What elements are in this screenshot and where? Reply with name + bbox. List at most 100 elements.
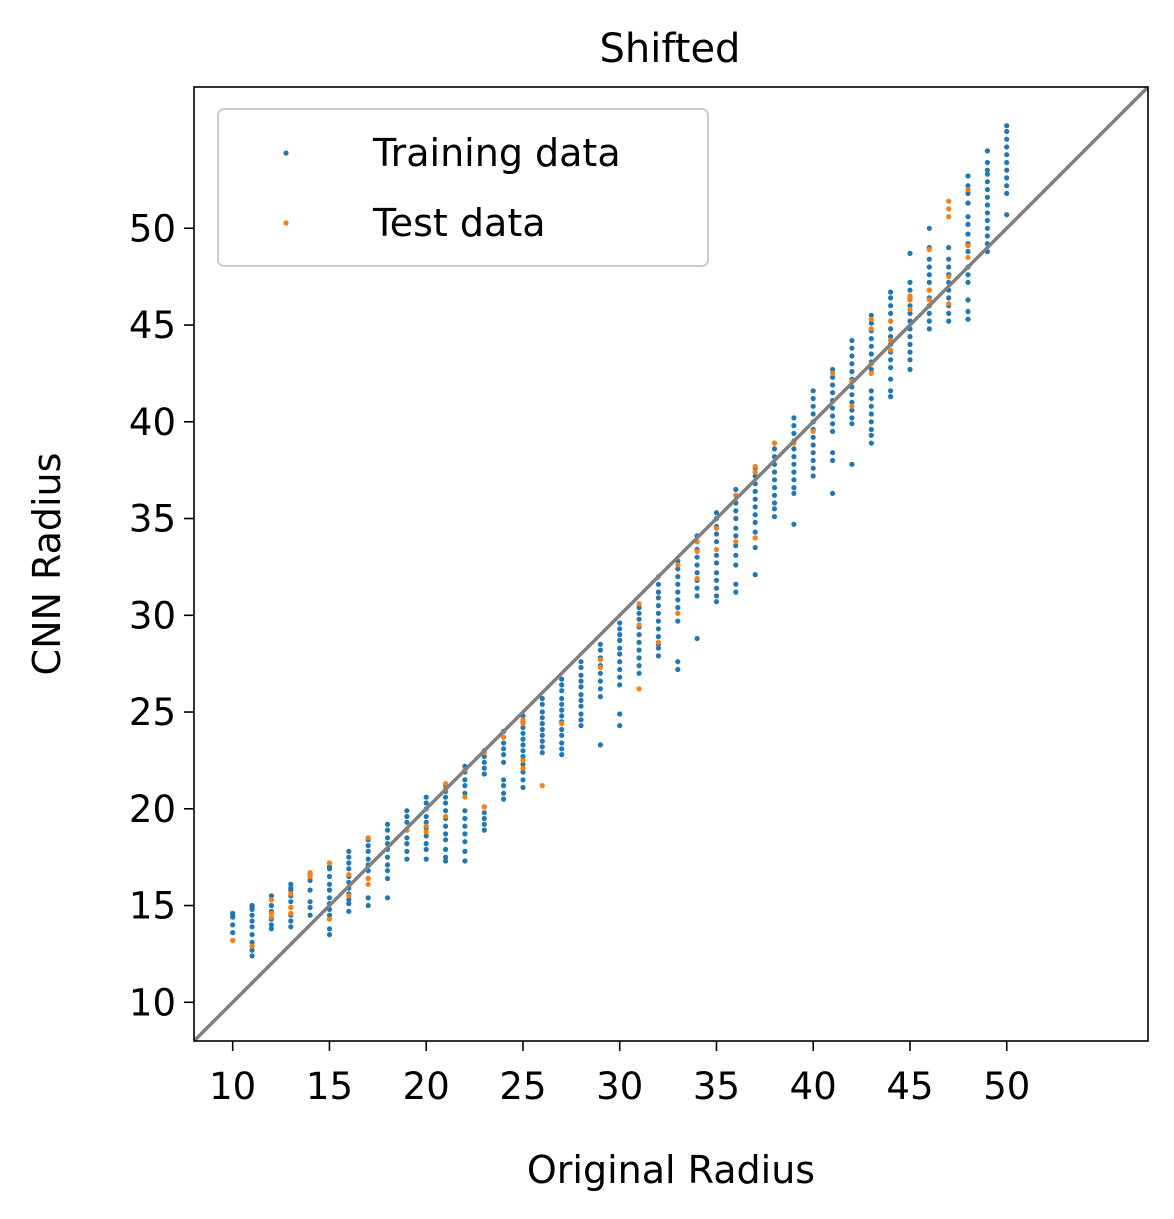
- training-point: [578, 659, 584, 665]
- training-point: [907, 357, 913, 363]
- legend-label-test: Test data: [372, 201, 546, 245]
- training-point: [520, 724, 526, 731]
- test-point: [907, 293, 913, 299]
- training-point: [384, 862, 391, 868]
- training-point: [965, 183, 971, 189]
- training-point: [539, 738, 545, 744]
- x-tick-label: 50: [983, 1065, 1030, 1108]
- training-point: [501, 796, 507, 802]
- training-point: [636, 639, 642, 646]
- training-point: [268, 922, 274, 928]
- training-point: [1004, 152, 1010, 158]
- training-point: [539, 695, 545, 702]
- training-point: [501, 783, 507, 789]
- training-point: [810, 473, 816, 479]
- training-point: [810, 457, 816, 464]
- training-point: [888, 295, 894, 301]
- training-point: [965, 231, 971, 237]
- training-point: [1004, 190, 1010, 196]
- training-point: [888, 376, 894, 382]
- training-point: [926, 256, 932, 262]
- training-point: [520, 784, 526, 791]
- training-point: [791, 477, 797, 483]
- training-point: [636, 647, 642, 653]
- training-point: [810, 450, 816, 456]
- training-point: [791, 423, 797, 429]
- training-point: [520, 753, 526, 760]
- training-point: [249, 918, 255, 924]
- training-point: [694, 554, 700, 560]
- training-point: [288, 885, 294, 891]
- y-tick-label: 35: [129, 498, 176, 541]
- training-point: [733, 486, 739, 493]
- training-point: [520, 761, 526, 767]
- training-point: [713, 552, 720, 558]
- test-point: [230, 937, 236, 944]
- training-point: [230, 912, 236, 918]
- training-point: [617, 626, 623, 632]
- training-point: [752, 545, 758, 551]
- training-point: [888, 303, 894, 309]
- training-point: [907, 334, 913, 340]
- x-tick-label: 30: [596, 1065, 643, 1108]
- legend: Training data Test data: [217, 108, 709, 267]
- test-point: [268, 910, 274, 916]
- test-point: [307, 873, 313, 880]
- training-point: [907, 250, 913, 256]
- training-point: [849, 361, 855, 367]
- training-point: [655, 610, 662, 616]
- training-point: [423, 819, 429, 825]
- training-point: [636, 632, 642, 638]
- training-point: [617, 632, 623, 638]
- training-point: [501, 790, 507, 796]
- test-point: [946, 214, 952, 220]
- y-tick-label: 25: [129, 691, 176, 734]
- test-point: [288, 910, 294, 916]
- test-point: [539, 783, 545, 789]
- training-point: [404, 841, 410, 847]
- training-point: [849, 461, 855, 467]
- training-point: [830, 457, 836, 464]
- training-point: [559, 726, 565, 733]
- training-point: [849, 337, 855, 344]
- test-point: [926, 287, 932, 293]
- training-point: [462, 839, 468, 845]
- training-point: [384, 827, 391, 833]
- training-point: [346, 848, 352, 855]
- training-point: [791, 430, 797, 436]
- training-point: [559, 752, 565, 758]
- training-point: [752, 529, 758, 535]
- training-point: [965, 221, 971, 227]
- training-point: [423, 813, 429, 820]
- test-point: [946, 206, 952, 212]
- training-point: [636, 670, 642, 676]
- training-point: [810, 465, 816, 471]
- training-point: [771, 506, 778, 512]
- training-point: [965, 316, 971, 322]
- training-point: [926, 310, 932, 316]
- training-point: [230, 922, 236, 928]
- test-point: [443, 781, 449, 787]
- test-point: [733, 539, 739, 545]
- test-point: [830, 370, 836, 376]
- training-point: [249, 904, 255, 911]
- training-point: [636, 655, 642, 661]
- training-point: [1004, 159, 1010, 166]
- training-point: [346, 866, 352, 872]
- training-point: [423, 800, 429, 806]
- training-point: [965, 248, 971, 255]
- training-point: [810, 395, 816, 402]
- training-point: [810, 388, 816, 394]
- training-point: [713, 593, 720, 599]
- legend-marker-test: [283, 220, 289, 226]
- training-point: [249, 953, 255, 959]
- training-point: [830, 450, 836, 456]
- training-point: [868, 395, 874, 402]
- training-point: [810, 442, 816, 448]
- training-point: [694, 593, 700, 599]
- training-point: [1004, 167, 1010, 173]
- training-point: [675, 666, 681, 673]
- training-point: [752, 572, 758, 578]
- training-point: [559, 688, 565, 694]
- training-point: [365, 856, 371, 862]
